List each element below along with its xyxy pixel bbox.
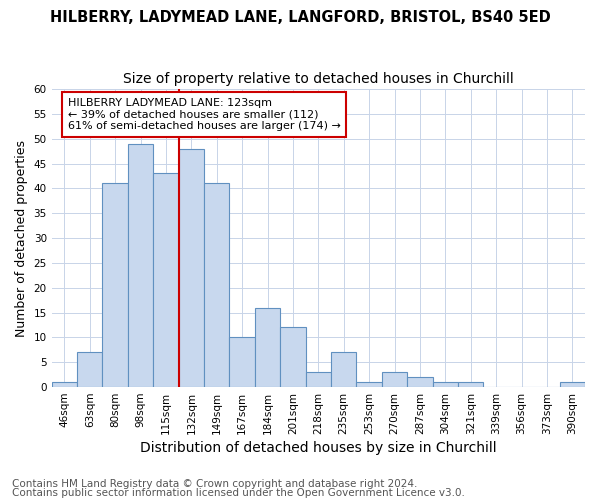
X-axis label: Distribution of detached houses by size in Churchill: Distribution of detached houses by size …: [140, 441, 497, 455]
Bar: [560, 382, 585, 387]
Bar: [204, 184, 229, 387]
Bar: [458, 382, 484, 387]
Bar: [305, 372, 331, 387]
Bar: [153, 174, 179, 387]
Bar: [407, 377, 433, 387]
Bar: [179, 148, 204, 387]
Text: Contains public sector information licensed under the Open Government Licence v3: Contains public sector information licen…: [12, 488, 465, 498]
Title: Size of property relative to detached houses in Churchill: Size of property relative to detached ho…: [123, 72, 514, 86]
Bar: [433, 382, 458, 387]
Bar: [331, 352, 356, 387]
Bar: [382, 372, 407, 387]
Bar: [128, 144, 153, 387]
Bar: [103, 184, 128, 387]
Text: HILBERRY, LADYMEAD LANE, LANGFORD, BRISTOL, BS40 5ED: HILBERRY, LADYMEAD LANE, LANGFORD, BRIST…: [50, 10, 550, 25]
Bar: [356, 382, 382, 387]
Bar: [255, 308, 280, 387]
Bar: [52, 382, 77, 387]
Bar: [229, 338, 255, 387]
Bar: [280, 328, 305, 387]
Y-axis label: Number of detached properties: Number of detached properties: [15, 140, 28, 336]
Bar: [77, 352, 103, 387]
Text: HILBERRY LADYMEAD LANE: 123sqm
← 39% of detached houses are smaller (112)
61% of: HILBERRY LADYMEAD LANE: 123sqm ← 39% of …: [68, 98, 341, 131]
Text: Contains HM Land Registry data © Crown copyright and database right 2024.: Contains HM Land Registry data © Crown c…: [12, 479, 418, 489]
